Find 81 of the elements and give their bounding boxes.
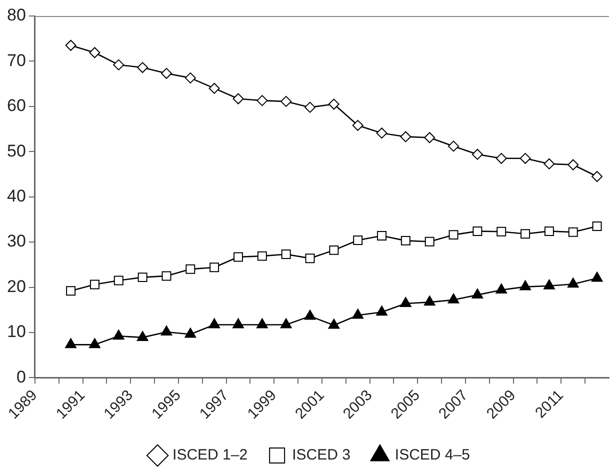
point	[137, 62, 148, 74]
point	[162, 271, 172, 281]
point	[66, 286, 76, 296]
y-tick-label: 30	[6, 232, 26, 251]
point	[400, 131, 412, 142]
point	[472, 148, 483, 160]
y-tick-label: 60	[6, 96, 26, 116]
y-tick-label: 70	[6, 50, 26, 70]
point	[352, 308, 364, 319]
point	[472, 226, 482, 236]
point	[520, 280, 531, 290]
point	[256, 95, 268, 106]
point	[160, 68, 172, 79]
point	[424, 132, 436, 144]
point	[472, 288, 484, 298]
point	[448, 140, 460, 152]
point	[112, 330, 124, 340]
point	[520, 152, 531, 164]
point	[329, 245, 339, 255]
point	[184, 72, 196, 84]
point	[280, 96, 292, 107]
point	[281, 250, 291, 259]
point	[184, 328, 196, 338]
point	[353, 235, 363, 245]
point	[592, 170, 603, 182]
point	[496, 283, 508, 294]
point	[138, 272, 148, 282]
legend-label: ISCED 3	[292, 446, 350, 464]
point	[591, 272, 603, 282]
point	[114, 276, 124, 286]
y-tick-label: 20	[6, 276, 26, 296]
point	[65, 338, 76, 348]
point	[496, 226, 506, 236]
point	[376, 306, 388, 316]
point	[280, 318, 292, 328]
point	[400, 236, 410, 246]
point	[424, 236, 434, 246]
point	[90, 280, 100, 290]
point	[232, 318, 244, 328]
y-tick-label: 0	[16, 367, 26, 386]
y-tick-label: 80	[6, 6, 26, 25]
point	[256, 318, 268, 328]
legend-label: ISCED 1–2	[172, 446, 248, 464]
point	[136, 330, 148, 341]
point	[448, 293, 460, 304]
point	[304, 310, 316, 320]
point	[544, 158, 555, 170]
point	[210, 262, 220, 272]
point	[592, 221, 602, 231]
point	[400, 297, 412, 308]
point	[424, 296, 436, 306]
point	[568, 159, 579, 170]
point	[208, 318, 220, 328]
point	[568, 227, 578, 237]
point	[304, 102, 316, 113]
point	[113, 59, 124, 70]
point	[377, 230, 386, 240]
point	[89, 47, 100, 58]
point	[305, 254, 315, 264]
y-tick-label: 40	[6, 186, 26, 206]
point	[89, 338, 100, 348]
y-tick-label: 10	[6, 322, 26, 342]
point	[186, 264, 196, 274]
point	[496, 152, 507, 164]
point	[65, 40, 76, 51]
point	[376, 128, 388, 139]
point	[448, 230, 458, 240]
point	[567, 278, 579, 288]
point	[232, 93, 244, 104]
point	[352, 120, 364, 131]
legend-label: ISCED 4–5	[394, 446, 470, 464]
point	[233, 252, 243, 262]
y-tick-label: 50	[6, 141, 26, 160]
point	[544, 226, 554, 236]
point	[160, 326, 172, 336]
point	[328, 318, 340, 329]
point	[208, 82, 220, 94]
point	[544, 279, 555, 290]
point	[257, 251, 267, 261]
point	[520, 229, 530, 239]
point	[328, 98, 340, 110]
